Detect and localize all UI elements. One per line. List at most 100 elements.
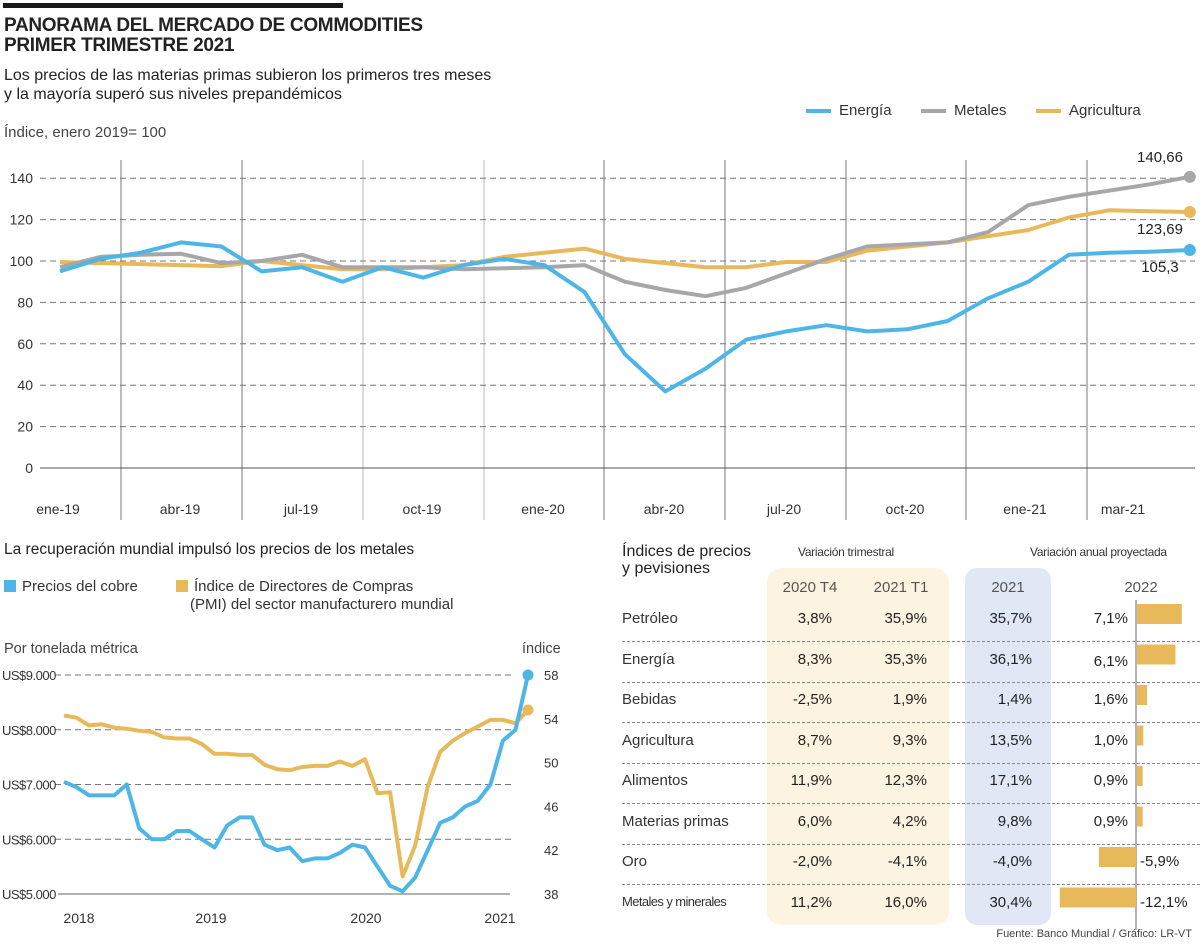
left-y-tick-label: US$5.000 [2,887,56,902]
projection-bar [1137,725,1144,746]
end-value-label: 140,66 [1137,150,1183,166]
y-tick-label: 40 [17,377,33,393]
x-tick-label: 2021 [484,910,515,926]
row-label: Oro [622,853,648,870]
x-tick-label: oct-20 [886,501,925,517]
page-title: PANORAMA DEL MERCADO DE COMMODITIES PRIM… [4,16,423,56]
cell-2020-t4: -2,5% [792,691,832,708]
legend-swatch-pmi [176,580,188,592]
title-line-2: PRIMER TRIMESTRE 2021 [4,35,235,56]
cell-2020-t4: -2,0% [792,853,832,870]
cell-2021: 17,1% [989,772,1032,789]
x-tick-label: oct-19 [403,501,442,517]
y-axis-title: Índice, enero 2019= 100 [4,124,167,141]
legend-metales: Metales [921,102,1007,119]
cell-2021-t1: 35,9% [884,610,927,627]
legend-swatch-agricultura [1036,108,1061,113]
col-header-2022: 2022 [1124,579,1158,596]
projection-bar [1137,685,1148,705]
copper-chart-title: La recuperación mundial impulsó los prec… [4,541,415,558]
x-tick-label: ene-19 [36,501,80,517]
x-tick-label: ene-21 [1003,501,1047,517]
y-tick-label: 60 [17,336,33,352]
row-label: Bebidas [622,691,677,708]
cell-2020-t4: 6,0% [797,812,832,830]
projection-bar [1137,806,1143,827]
left-y-tick-label: US$6.000 [2,832,56,847]
end-value-label: 123,69 [1137,221,1183,238]
x-tick-label: 2020 [350,910,381,926]
col-header-2021-t1: 2021 T1 [873,579,929,596]
left-y-tick-label: US$7.000 [2,778,56,793]
y-tick-label: 120 [10,212,34,228]
cell-2021: 13,5% [989,731,1032,749]
cell-2022: 7,1% [1093,610,1128,627]
end-value-label: 105,3 [1141,259,1179,276]
projection-bar [1098,847,1136,867]
title-line-1: PANORAMA DEL MERCADO DE COMMODITIES [4,15,423,36]
cell-2021-t1: 35,3% [884,650,927,668]
cell-2021-t1: 9,3% [892,731,927,749]
legend-label-copper: Precios del cobre [22,578,138,595]
cell-2021-t1: 1,9% [892,691,927,708]
x-tick-label: jul-20 [766,501,801,517]
y-tick-label: 100 [10,253,34,269]
right-y-tick-label: 58 [544,668,558,683]
legend-swatch-energia [806,108,831,113]
projection-bar [1137,766,1143,786]
y-tick-label: 0 [25,460,33,476]
x-tick-label: jul-19 [283,501,318,517]
x-tick-label: ene-20 [521,501,565,517]
table-title: Índices de precios y pevisiones [622,543,751,577]
pmi-end-marker [522,704,534,716]
quarterly-band [767,568,949,925]
legend-swatch-copper [4,580,16,592]
right-y-tick-label: 38 [544,887,558,902]
cell-2020-t4: 3,8% [797,610,832,627]
projection-bar [1137,604,1182,624]
x-tick-label: 2018 [63,910,94,926]
cell-2022: 1,0% [1093,731,1128,749]
x-tick-label: abr-19 [160,501,201,517]
legend-label-energia: Energía [839,102,892,119]
cell-2022: -12,1% [1140,893,1188,911]
series-line-metales [59,174,1191,299]
cell-2021: 35,7% [989,610,1032,627]
row-divider [622,762,1200,764]
x-tick-label: abr-20 [644,501,685,517]
row-divider [622,641,1200,642]
cell-2021-t1: -4,1% [887,853,927,870]
end-marker-agricultura [1183,205,1196,218]
table-title-line-2: y pevisiones [622,560,711,577]
right-y-tick-label: 50 [544,756,558,771]
legend-label-metales: Metales [954,102,1007,119]
page-subtitle: Los precios de las materias primas subie… [4,66,491,104]
row-label: Alimentos [622,772,688,789]
legend-label-pmi-2: (PMI) del sector manufacturero mundial [190,596,454,613]
annual-2021-band [965,568,1051,925]
y-tick-label: 20 [17,419,33,435]
legend-copper: Precios del cobre [4,578,138,596]
copper-price-line [63,674,530,894]
left-axis-title: Por tonelada métrica [4,641,138,657]
x-tick-label: mar-21 [1101,501,1146,517]
cell-2021: 9,8% [997,812,1032,830]
row-divider [622,843,1200,845]
projection-bar [1137,644,1176,665]
legend-label-pmi-1: Índice de Directores de Compras [194,578,414,595]
pmi-line [63,708,530,879]
cell-2021-t1: 16,0% [884,893,927,911]
right-y-tick-label: 46 [544,799,558,814]
row-label: Petróleo [622,610,678,627]
copper-end-marker [522,669,534,681]
col-header-2021: 2021 [991,579,1025,596]
table-title-line-1: Índices de precios [622,543,751,560]
cell-2021-t1: 4,2% [892,812,927,830]
row-divider [622,884,1200,885]
right-axis-title: índice [522,641,561,657]
subtitle-line-1: Los precios de las materias primas subie… [4,67,492,84]
row-label: Materias primas [622,812,729,830]
group-header-quarterly: Variación trimestral [798,545,894,559]
legend-agricultura: Agricultura [1036,102,1141,119]
col-header-2020-t4: 2020 T4 [782,579,838,596]
